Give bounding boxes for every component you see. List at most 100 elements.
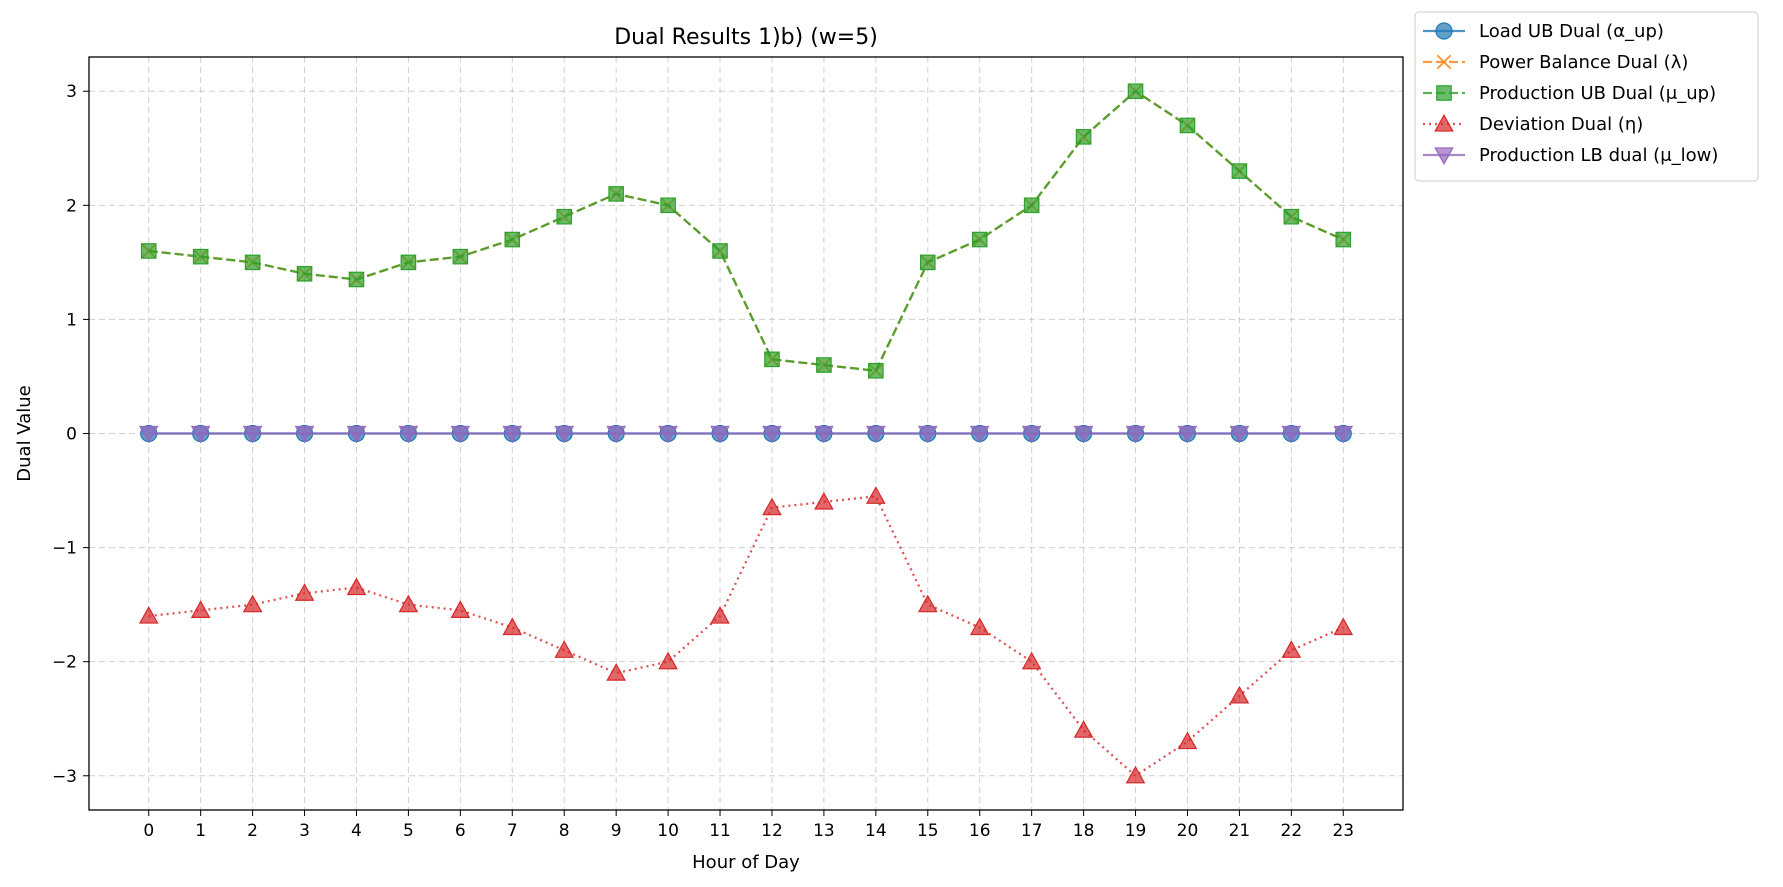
x-tick-label: 17 — [1021, 821, 1043, 841]
y-tick-label: 3 — [66, 82, 77, 102]
legend-entry-label: Load UB Dual (α_up) — [1479, 21, 1664, 42]
legend-box — [1414, 11, 1759, 182]
data-point-marker — [1021, 425, 1042, 444]
y-tick-label: −1 — [52, 539, 77, 559]
data-point-marker — [658, 425, 678, 444]
data-point-marker — [1231, 163, 1248, 179]
data-point-marker — [712, 243, 728, 259]
data-point-marker — [294, 583, 315, 601]
data-point-marker — [348, 271, 365, 288]
x-tick-label: 6 — [455, 821, 466, 841]
data-point-marker — [762, 497, 782, 516]
data-point-marker — [866, 425, 886, 444]
legend-entry-label: Deviation Dual (η) — [1479, 114, 1643, 135]
axis-ticks: 0 1 2 3 4 5 6 7 8 9 10 11 12 13 14 15 16 17 18 19 20 21 22 2332… — [52, 82, 1354, 841]
data-point-marker — [816, 357, 832, 373]
data-point-marker — [450, 425, 471, 444]
x-tick-label: 14 — [865, 821, 887, 841]
data-point-marker — [1333, 425, 1354, 444]
data-point-marker — [400, 254, 417, 271]
data-point-marker — [242, 425, 263, 444]
data-point-marker — [917, 425, 938, 444]
data-point-marker — [1434, 113, 1454, 132]
data-point-marker — [1075, 129, 1092, 145]
legend-entry-label: Production UB Dual (μ_up) — [1479, 83, 1716, 104]
data-point-marker — [192, 248, 209, 265]
data-point-marker — [190, 425, 211, 444]
data-point-marker — [814, 425, 834, 444]
data-point-marker — [1333, 617, 1354, 636]
y-axis-label: Dual Value — [14, 385, 35, 481]
data-point-marker — [190, 600, 211, 618]
data-point-marker — [866, 486, 886, 504]
data-point-marker — [1435, 22, 1453, 40]
data-point-marker — [1229, 685, 1250, 704]
data-point-marker — [244, 254, 261, 271]
x-tick-label: 2 — [247, 821, 258, 841]
x-tick-label: 12 — [761, 821, 783, 841]
data-point-marker — [346, 577, 367, 596]
x-tick-label: 19 — [1125, 821, 1147, 841]
series-lines — [138, 83, 1354, 784]
x-tick-label: 10 — [657, 821, 679, 841]
x-tick-label: 21 — [1229, 821, 1251, 841]
data-point-marker — [762, 425, 782, 444]
data-point-marker — [554, 425, 575, 444]
chart-title: Dual Results 1)b) (w=5) — [614, 25, 878, 50]
data-point-marker — [556, 208, 573, 225]
data-point-marker — [606, 425, 626, 444]
data-point-marker — [971, 231, 988, 248]
data-point-marker — [1335, 231, 1352, 248]
data-point-marker — [242, 594, 263, 613]
legend: Load UB Dual (α_up) Power Balance Dual (λ… — [1414, 11, 1759, 182]
data-point-marker — [660, 197, 676, 214]
x-tick-label: 1 — [195, 821, 206, 841]
data-point-marker — [1127, 83, 1144, 100]
data-point-marker — [398, 425, 419, 444]
data-point-marker — [296, 265, 313, 282]
x-tick-label: 9 — [611, 821, 622, 841]
data-point-marker — [658, 651, 678, 670]
x-tick-label: 13 — [813, 821, 835, 841]
x-tick-label: 3 — [299, 821, 310, 841]
data-point-marker — [1177, 425, 1198, 444]
data-point-marker — [710, 606, 730, 624]
data-point-marker — [1229, 425, 1250, 444]
y-tick-label: 0 — [66, 425, 77, 445]
data-point-marker — [969, 425, 990, 444]
data-point-marker — [346, 425, 367, 444]
data-point-marker — [140, 243, 157, 259]
data-point-marker — [969, 617, 990, 636]
data-point-marker — [452, 248, 469, 265]
legend-entry-label: Production LB dual (μ_low) — [1479, 145, 1718, 166]
data-point-marker — [1177, 731, 1198, 750]
data-point-marker — [1073, 425, 1094, 444]
data-point-marker — [504, 231, 521, 248]
grid-lines — [89, 57, 1403, 810]
data-point-marker — [814, 491, 834, 510]
y-tick-label: −2 — [52, 653, 77, 673]
data-point-marker — [1281, 425, 1302, 444]
data-point-marker — [919, 254, 936, 271]
y-tick-label: 1 — [66, 310, 77, 330]
x-tick-label: 23 — [1332, 821, 1354, 841]
x-tick-label: 18 — [1073, 821, 1095, 841]
data-point-marker — [764, 351, 780, 368]
x-tick-label: 22 — [1281, 821, 1303, 841]
y-tick-label: −3 — [52, 767, 77, 787]
series-group — [140, 83, 1352, 379]
x-tick-label: 20 — [1177, 821, 1199, 841]
data-point-marker — [1023, 197, 1040, 214]
y-tick-label: 2 — [66, 196, 77, 216]
data-point-marker — [554, 640, 575, 658]
x-axis-label: Hour of Day — [692, 852, 800, 873]
data-point-marker — [502, 617, 523, 636]
x-tick-label: 11 — [709, 821, 731, 841]
data-point-marker — [606, 663, 626, 681]
x-tick-label: 0 — [143, 821, 154, 841]
data-point-marker — [398, 594, 419, 613]
x-tick-label: 15 — [917, 821, 939, 841]
legend-entry-label: Power Balance Dual (λ) — [1479, 52, 1688, 73]
data-point-marker — [1436, 85, 1452, 101]
